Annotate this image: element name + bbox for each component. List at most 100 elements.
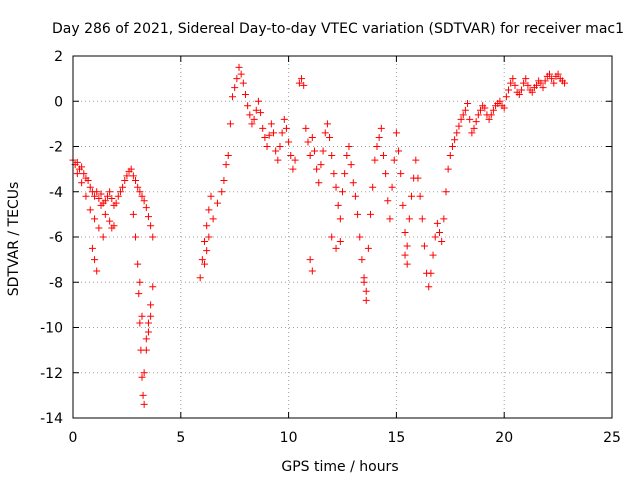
y-tick-label: -8 bbox=[49, 275, 63, 291]
data-point bbox=[500, 104, 508, 112]
data-point bbox=[114, 192, 122, 200]
data-point bbox=[138, 373, 146, 381]
data-point bbox=[554, 70, 562, 78]
data-point bbox=[545, 70, 553, 78]
data-point bbox=[349, 179, 357, 187]
data-point bbox=[403, 260, 411, 268]
data-point bbox=[121, 176, 129, 184]
data-point bbox=[106, 188, 114, 196]
y-tick-label: 2 bbox=[54, 49, 63, 65]
data-point bbox=[280, 115, 288, 123]
data-point bbox=[461, 106, 469, 114]
data-point bbox=[231, 84, 239, 92]
x-axis-label: GPS time / hours bbox=[281, 459, 398, 475]
data-point bbox=[548, 75, 556, 83]
data-point bbox=[367, 210, 375, 218]
data-point bbox=[509, 75, 517, 83]
data-point bbox=[440, 215, 448, 223]
data-point bbox=[330, 170, 338, 178]
data-point bbox=[433, 219, 441, 227]
data-point bbox=[429, 251, 437, 259]
data-point bbox=[78, 163, 86, 171]
data-point bbox=[401, 228, 409, 236]
y-tick-label: -14 bbox=[40, 411, 63, 427]
data-point bbox=[382, 170, 390, 178]
data-point bbox=[332, 244, 340, 252]
data-point bbox=[517, 86, 525, 94]
data-point bbox=[533, 81, 541, 89]
data-point bbox=[73, 158, 81, 166]
data-point bbox=[282, 124, 290, 132]
data-point bbox=[339, 188, 346, 196]
data-point bbox=[425, 283, 433, 291]
data-point bbox=[274, 156, 282, 164]
data-point bbox=[511, 81, 519, 89]
y-tick-label: -10 bbox=[40, 321, 63, 337]
data-point bbox=[468, 129, 476, 137]
data-point bbox=[308, 133, 316, 141]
data-point bbox=[136, 188, 144, 196]
data-point bbox=[144, 319, 152, 327]
data-point bbox=[464, 100, 472, 108]
data-point bbox=[134, 260, 142, 268]
data-point bbox=[134, 183, 142, 191]
x-tick-label: 15 bbox=[387, 430, 405, 446]
y-tick-label: -2 bbox=[49, 140, 63, 156]
x-axis: 0 5 10 15 20 25 bbox=[69, 56, 621, 446]
data-point bbox=[93, 188, 101, 196]
data-point bbox=[86, 183, 94, 191]
data-point bbox=[82, 192, 90, 200]
y-axis: 2 0 -2 -4 -6 -8 -10 -12 -14 bbox=[40, 49, 612, 427]
data-point bbox=[289, 165, 297, 173]
data-point bbox=[306, 256, 314, 264]
data-point bbox=[487, 111, 495, 119]
data-point bbox=[334, 201, 342, 209]
data-point bbox=[229, 93, 237, 101]
data-point bbox=[209, 215, 217, 223]
data-point bbox=[246, 111, 254, 119]
data-point bbox=[149, 283, 157, 291]
data-point bbox=[97, 201, 105, 209]
data-point bbox=[276, 143, 284, 150]
data-point bbox=[278, 129, 286, 137]
data-point bbox=[379, 152, 387, 160]
data-point bbox=[466, 115, 474, 123]
data-point bbox=[99, 233, 107, 241]
data-point bbox=[235, 63, 243, 71]
data-point bbox=[116, 188, 124, 196]
data-point bbox=[442, 188, 450, 196]
data-point bbox=[97, 190, 105, 198]
data-point bbox=[328, 233, 336, 241]
data-point bbox=[261, 133, 269, 141]
x-tick-label: 25 bbox=[603, 430, 621, 446]
x-tick-label: 5 bbox=[176, 430, 185, 446]
data-point bbox=[138, 312, 146, 320]
data-point bbox=[207, 192, 215, 200]
data-point bbox=[241, 90, 249, 98]
data-point bbox=[304, 138, 312, 146]
data-point bbox=[416, 192, 424, 200]
data-point bbox=[101, 210, 109, 218]
data-point bbox=[136, 319, 144, 327]
data-point bbox=[95, 224, 103, 232]
data-point bbox=[248, 120, 256, 128]
data-point bbox=[95, 195, 103, 203]
data-point bbox=[407, 192, 415, 200]
data-point bbox=[106, 217, 114, 225]
data-point bbox=[502, 93, 510, 101]
y-tick-label: -12 bbox=[40, 366, 63, 382]
data-point bbox=[485, 115, 493, 123]
data-point bbox=[287, 152, 295, 160]
data-point bbox=[377, 124, 385, 132]
data-point bbox=[343, 152, 351, 160]
data-point bbox=[528, 88, 536, 96]
data-point bbox=[515, 90, 523, 98]
data-point bbox=[323, 120, 331, 128]
data-point bbox=[332, 183, 340, 191]
data-point bbox=[205, 233, 213, 241]
data-point bbox=[142, 335, 150, 343]
data-point bbox=[218, 188, 226, 196]
data-point bbox=[224, 152, 232, 160]
data-point bbox=[196, 274, 204, 282]
data-point bbox=[112, 199, 120, 207]
